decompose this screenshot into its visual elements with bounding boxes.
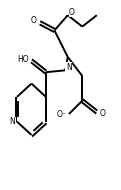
Text: O: O — [100, 109, 106, 119]
Text: N: N — [66, 63, 72, 72]
Text: O: O — [31, 16, 37, 25]
Text: N: N — [9, 117, 15, 126]
Text: HO: HO — [17, 55, 28, 64]
Text: O: O — [69, 8, 75, 17]
Text: O⁻: O⁻ — [57, 110, 67, 120]
